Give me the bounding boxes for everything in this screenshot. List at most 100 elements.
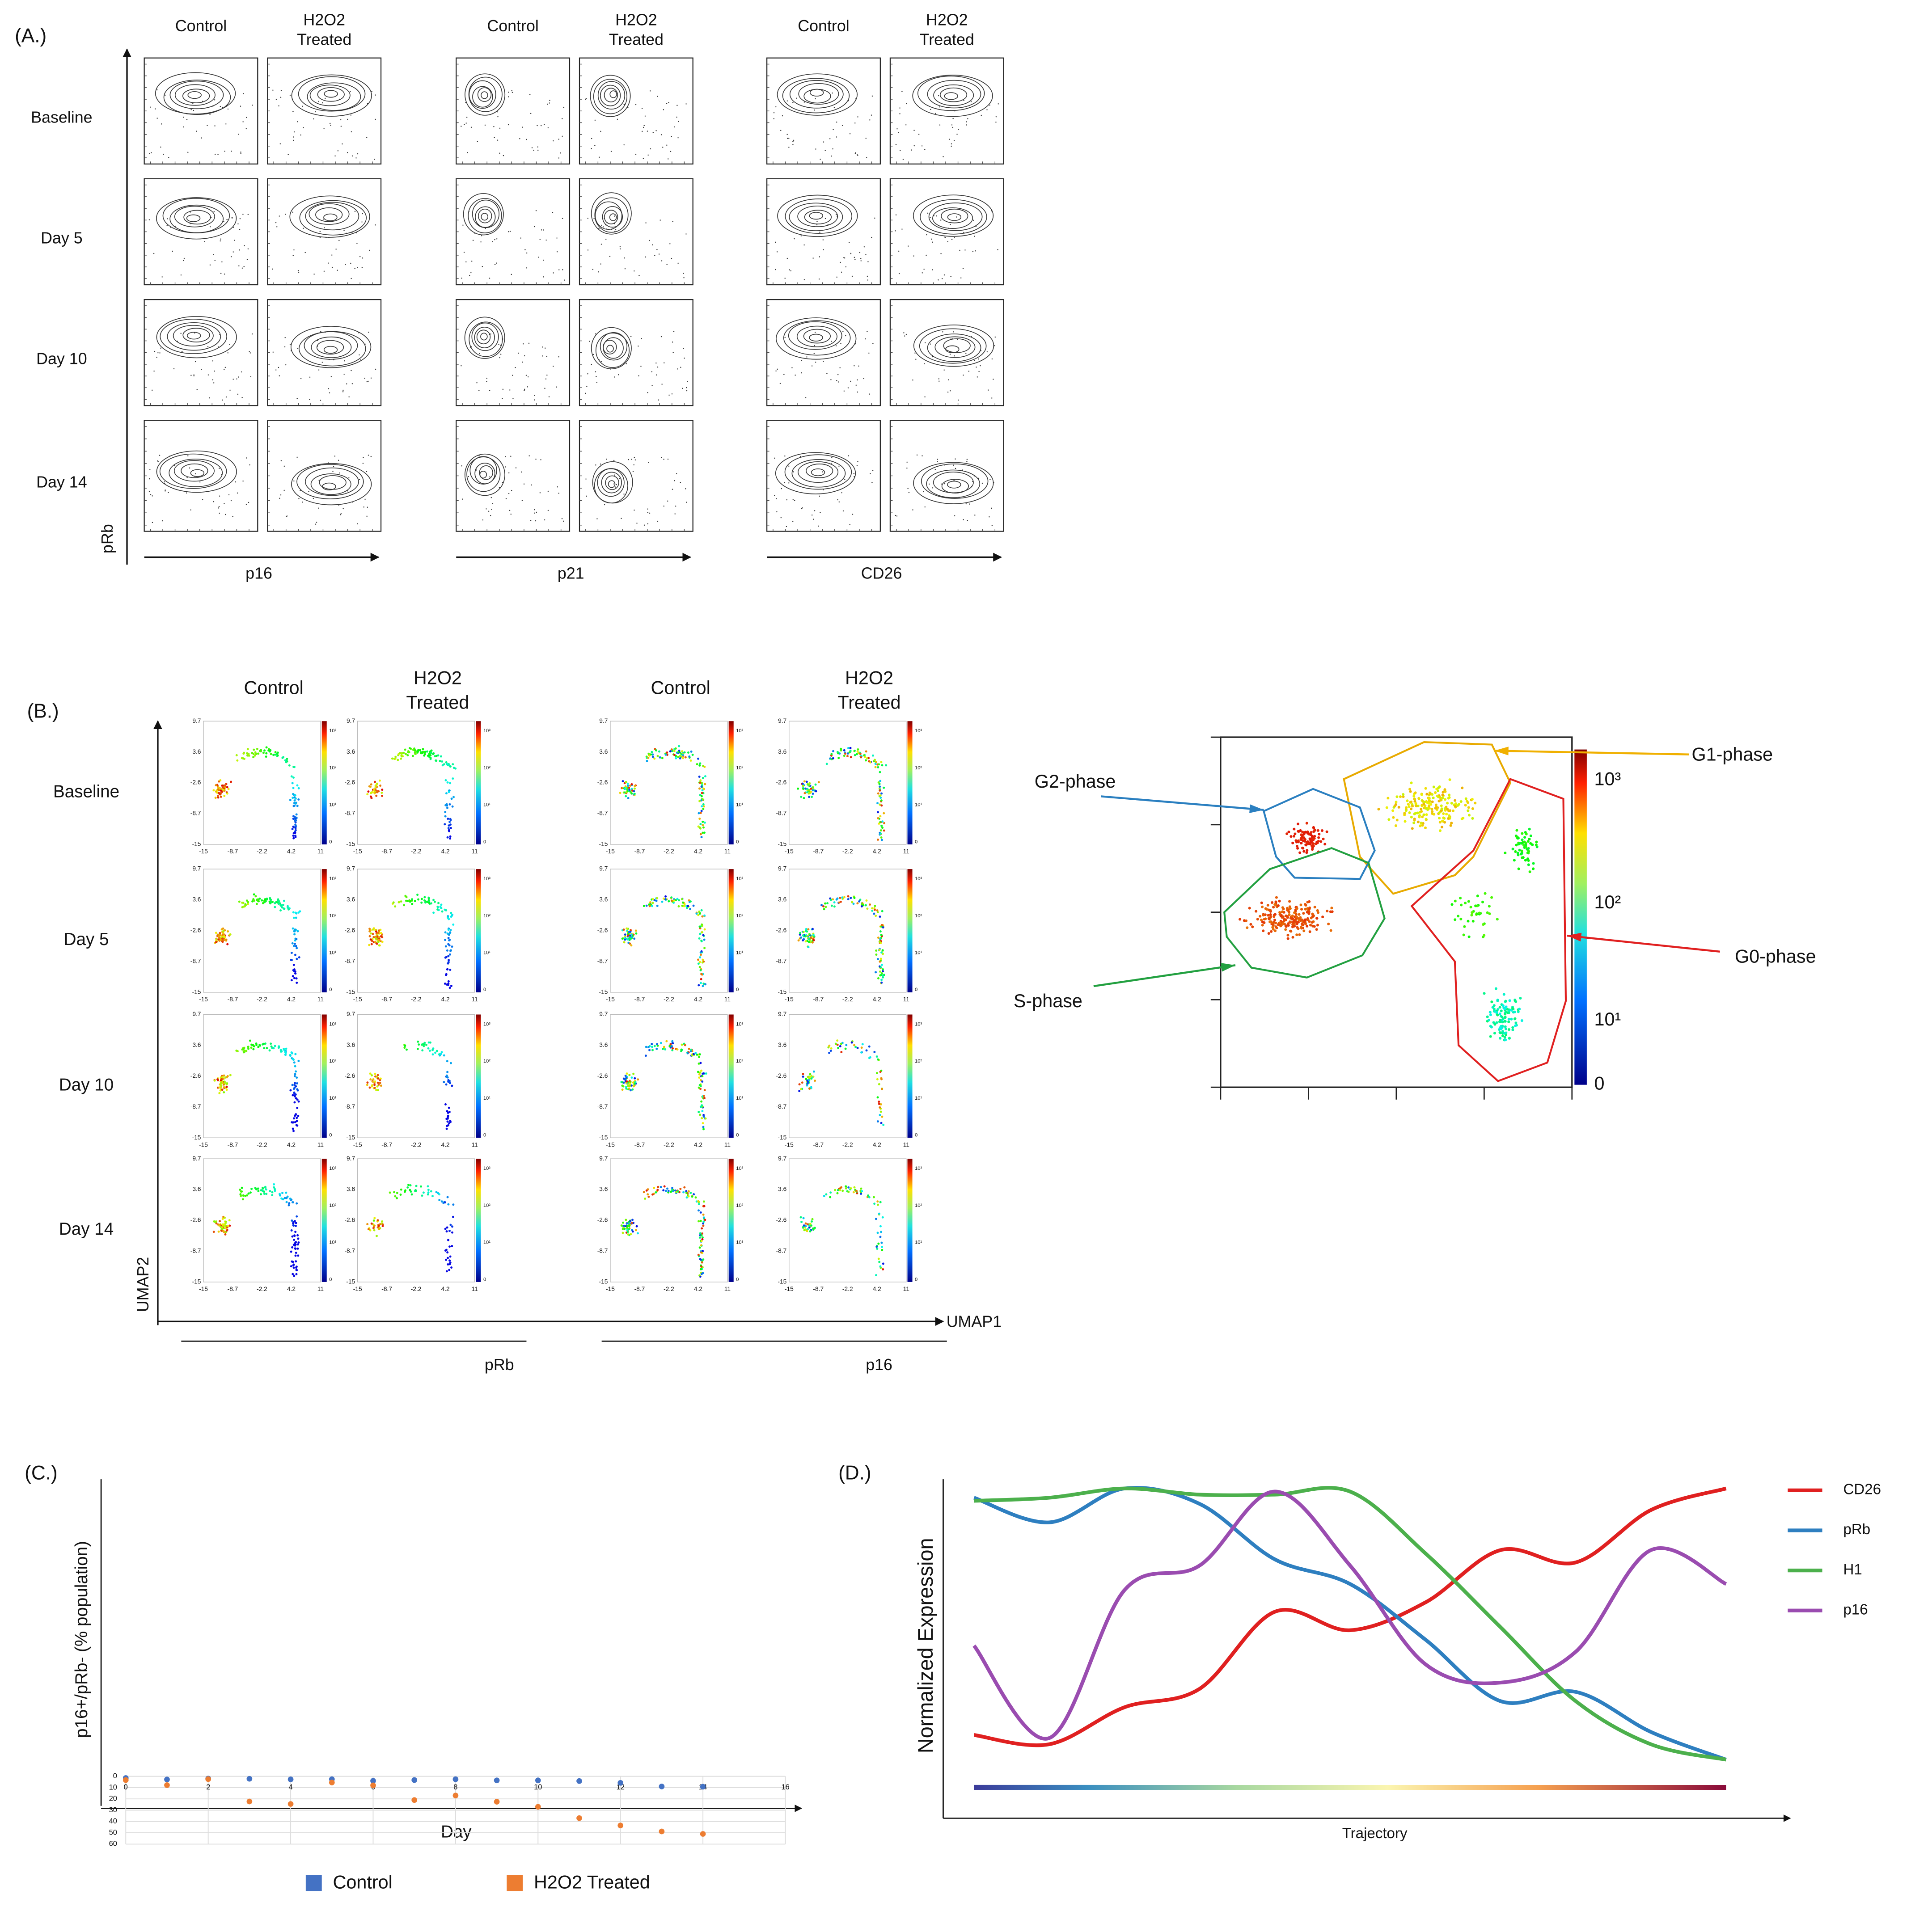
cell-dot bbox=[292, 911, 295, 914]
cell-dot bbox=[451, 1245, 453, 1247]
contour-plot bbox=[766, 420, 881, 532]
cell-dot bbox=[810, 1077, 813, 1080]
cell-dot bbox=[850, 897, 852, 899]
colorbar-tick-label: 0 bbox=[915, 987, 917, 992]
event-dot bbox=[217, 154, 219, 155]
cell-dot bbox=[1490, 896, 1493, 899]
cell-dot bbox=[1517, 1010, 1520, 1013]
cell-dot bbox=[841, 1190, 844, 1192]
cell-dot bbox=[418, 1043, 420, 1046]
contour bbox=[943, 338, 971, 353]
cell-dot bbox=[698, 1086, 700, 1089]
contour bbox=[777, 73, 858, 116]
cell-dot bbox=[846, 755, 849, 757]
event-dot bbox=[824, 218, 826, 219]
cell-dot bbox=[1504, 852, 1507, 855]
event-dot bbox=[671, 257, 672, 259]
cell-dot bbox=[261, 899, 263, 902]
event-dot bbox=[528, 342, 530, 344]
cell-dot bbox=[841, 896, 844, 899]
cell-dot bbox=[823, 1194, 825, 1197]
cell-dot bbox=[881, 1216, 884, 1219]
cell-dot bbox=[667, 1190, 670, 1192]
plot-frame bbox=[579, 178, 693, 286]
event-dot bbox=[237, 492, 238, 494]
panel-label: (C.) bbox=[25, 1462, 57, 1484]
event-dot bbox=[478, 455, 480, 456]
colorbar-tick-label: 10¹ bbox=[915, 950, 922, 956]
cell-dot bbox=[1329, 929, 1332, 932]
event-dot bbox=[598, 359, 600, 361]
event-dot bbox=[854, 343, 856, 345]
cell-dot bbox=[444, 983, 446, 985]
cell-dot bbox=[671, 1189, 673, 1191]
umap-x-tick-label: 4.2 bbox=[441, 1141, 450, 1148]
data-point bbox=[576, 1815, 582, 1821]
cell-dot bbox=[624, 785, 627, 788]
contour bbox=[323, 346, 338, 354]
event-dot bbox=[823, 141, 824, 143]
umap-x-tick-label: 11 bbox=[471, 996, 478, 1003]
event-dot bbox=[991, 210, 992, 211]
event-dot bbox=[854, 152, 856, 154]
event-dot bbox=[628, 459, 630, 460]
umap-x-tick-label: -8.7 bbox=[381, 1286, 392, 1292]
cell-dot bbox=[226, 786, 228, 789]
cell-dot bbox=[701, 923, 703, 926]
event-dot bbox=[562, 520, 564, 522]
cell-dot bbox=[698, 812, 700, 814]
cell-dot bbox=[271, 1191, 274, 1194]
event-dot bbox=[292, 254, 294, 256]
cell-dot bbox=[284, 1051, 287, 1054]
contour-plot bbox=[889, 178, 1004, 286]
cell-dot bbox=[806, 791, 809, 793]
event-dot bbox=[182, 116, 184, 118]
event-dot bbox=[303, 127, 304, 128]
column-header: Treated bbox=[297, 31, 351, 49]
plot-frame bbox=[144, 299, 258, 406]
event-dot bbox=[157, 352, 159, 354]
cell-dot bbox=[662, 897, 665, 900]
event-dot bbox=[173, 465, 175, 467]
contour bbox=[806, 464, 833, 478]
cell-dot bbox=[213, 1220, 216, 1223]
cell-dot bbox=[444, 810, 447, 813]
event-dot bbox=[534, 509, 535, 511]
cell-dot bbox=[295, 1224, 297, 1227]
cell-dot bbox=[452, 1215, 454, 1218]
event-dot bbox=[633, 464, 634, 466]
colorbar-tick-label: 10³ bbox=[483, 728, 490, 734]
event-dot bbox=[547, 490, 549, 492]
umap-y-tick-label: 3.6 bbox=[192, 1042, 201, 1048]
cell-dot bbox=[1445, 806, 1448, 809]
event-dot bbox=[647, 392, 648, 393]
cell-dot bbox=[621, 787, 623, 789]
cell-dot bbox=[879, 960, 881, 963]
event-dot bbox=[647, 508, 648, 510]
cell-dot bbox=[296, 1269, 298, 1271]
column-header: Treated bbox=[609, 31, 664, 49]
cell-dot bbox=[411, 898, 414, 901]
event-dot bbox=[564, 279, 566, 281]
contour bbox=[299, 200, 367, 236]
cell-dot bbox=[703, 831, 706, 834]
event-dot bbox=[782, 115, 783, 117]
cell-dot bbox=[653, 1045, 656, 1047]
cell-dot bbox=[645, 1046, 647, 1048]
cell-dot bbox=[1425, 793, 1429, 796]
cell-dot bbox=[296, 947, 298, 949]
cell-dot bbox=[244, 903, 247, 906]
event-dot bbox=[496, 238, 498, 240]
cell-dot bbox=[294, 797, 297, 800]
cell-dot bbox=[626, 1227, 629, 1229]
cell-dot bbox=[1419, 824, 1422, 827]
cell-dot bbox=[830, 1047, 833, 1050]
cell-dot bbox=[631, 1088, 634, 1091]
cell-dot bbox=[701, 1261, 703, 1264]
cell-dot bbox=[871, 907, 874, 910]
event-dot bbox=[870, 473, 871, 474]
event-dot bbox=[222, 106, 223, 108]
event-dot bbox=[345, 264, 346, 266]
event-dot bbox=[194, 361, 196, 363]
cell-dot bbox=[447, 915, 449, 918]
